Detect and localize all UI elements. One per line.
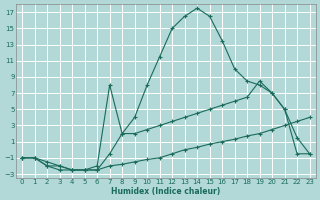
X-axis label: Humidex (Indice chaleur): Humidex (Indice chaleur): [111, 187, 220, 196]
